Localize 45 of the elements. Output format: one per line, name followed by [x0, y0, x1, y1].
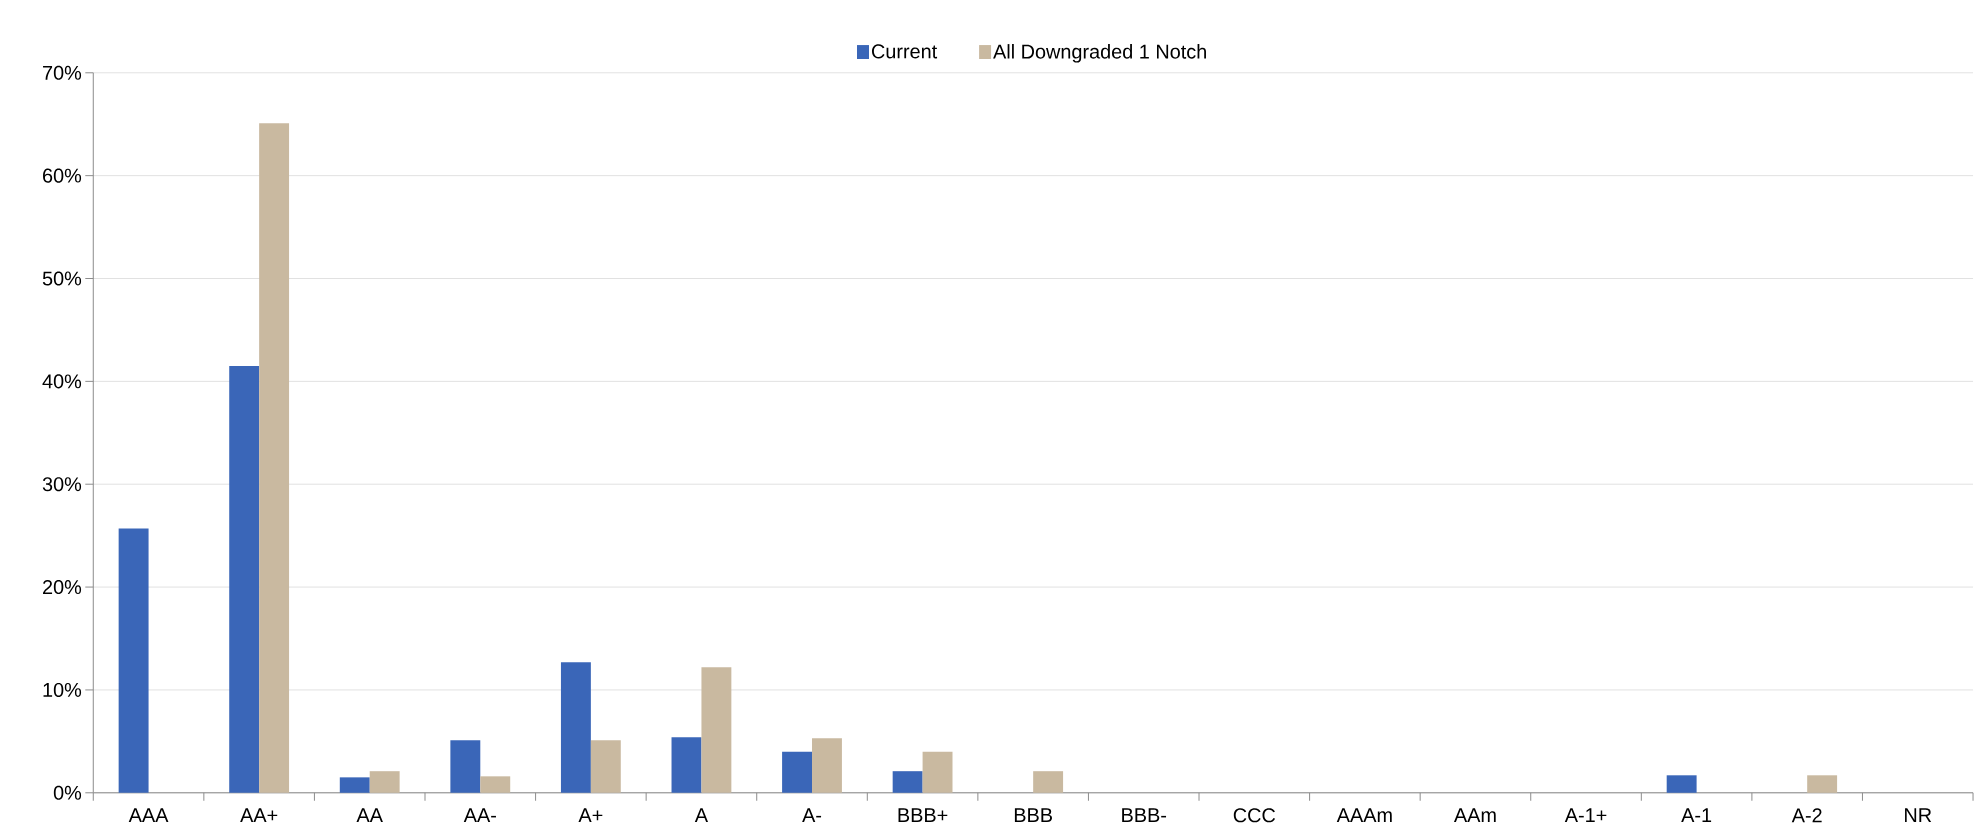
x-tick-label: BBB: [1014, 808, 1052, 823]
bar: [339, 777, 370, 793]
x-tick-label: BBB-: [1122, 808, 1167, 823]
y-tick-label: 30%: [42, 477, 82, 492]
y-tick-label: 50%: [42, 271, 82, 286]
bar: [590, 740, 621, 793]
x-tick-label: A-1: [1681, 808, 1712, 823]
bar: [922, 751, 953, 793]
x-tick-label: A-1+: [1564, 808, 1607, 823]
y-tick-label: 70%: [43, 65, 82, 80]
y-tick-label: 10%: [43, 683, 82, 698]
bar: [1807, 775, 1838, 793]
bar: [369, 771, 400, 793]
bar: [259, 123, 290, 793]
x-tick-label: BBB+: [898, 808, 948, 823]
x-tick-label: A+: [578, 808, 603, 823]
x-tick-label: A: [694, 808, 709, 823]
x-tick-label: AAAm: [1336, 808, 1392, 823]
x-tick-label: AAm: [1453, 808, 1496, 823]
x-tick-label: AA-: [463, 808, 496, 823]
bar: [560, 662, 591, 793]
bar: [450, 740, 481, 793]
x-tick-label: AA: [356, 808, 383, 823]
y-tick-label: 60%: [43, 168, 82, 183]
bar: [892, 771, 923, 793]
x-tick-label: NR: [1905, 808, 1932, 823]
y-tick-label: 20%: [43, 580, 82, 595]
bar: [118, 528, 149, 793]
x-tick-label: CCC: [1233, 808, 1276, 823]
bar: [1666, 775, 1697, 793]
bar: [480, 776, 511, 793]
legend-label: Current: [871, 44, 938, 59]
y-tick-label: 0%: [53, 785, 82, 800]
bar: [782, 751, 813, 793]
x-tick-label: AAA: [128, 808, 169, 823]
x-tick-label: A-: [802, 808, 822, 823]
x-tick-label: AA+: [240, 808, 278, 823]
bar: [229, 366, 260, 793]
bar: [671, 737, 702, 793]
bar: [701, 667, 732, 793]
x-tick-label: A-2: [1791, 808, 1822, 823]
y-tick-label: 40%: [42, 374, 82, 389]
bar: [812, 738, 842, 793]
legend-label: All Downgraded 1 Notch: [993, 44, 1206, 63]
bar: [1033, 771, 1064, 793]
